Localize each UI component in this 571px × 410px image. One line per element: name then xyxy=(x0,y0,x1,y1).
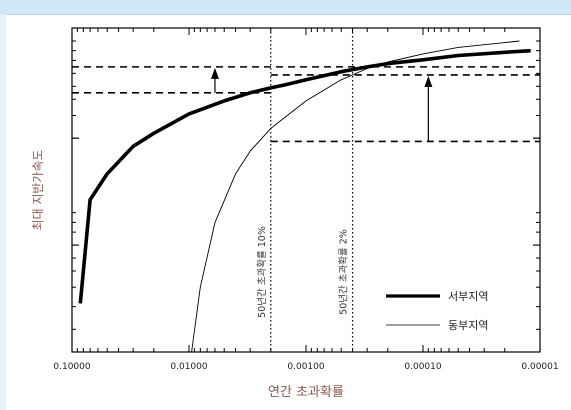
exceedance-line-label: 50년간 초과확률 10% xyxy=(256,226,268,318)
west-region-curve xyxy=(78,48,531,304)
x-tick-label: 0.00001 xyxy=(521,362,558,372)
left-border-strip xyxy=(0,14,6,410)
x-tick-label: 0.00010 xyxy=(404,362,441,372)
x-tick-label: 0.00100 xyxy=(287,362,324,372)
y-axis-ticks xyxy=(72,40,540,330)
exceedance-reference-lines: 50년간 초과확률 10% 50년간 초과확률 2% xyxy=(256,28,354,352)
window-title-bar xyxy=(0,0,571,15)
plot-frame xyxy=(71,27,541,353)
hazard-curves xyxy=(78,40,531,353)
exceedance-line-label: 50년간 초과확률 2% xyxy=(338,229,350,315)
increase-arrows xyxy=(210,67,433,142)
arrow-head xyxy=(210,67,219,79)
legend-label-east: 동부지역 xyxy=(448,319,488,332)
legend-label-west: 서부지역 xyxy=(448,290,488,303)
x-axis-ticks xyxy=(71,28,541,352)
x-tick-label: 0.01000 xyxy=(170,362,207,372)
east-region-curve xyxy=(191,40,520,353)
arrow-head xyxy=(424,75,433,87)
pga-reference-lines xyxy=(72,66,540,143)
legend: 서부지역 동부지역 xyxy=(386,290,488,332)
x-axis-label: 연간 초과확률 xyxy=(268,385,344,400)
x-tick-labels: 0.10000 0.01000 0.00100 0.00010 0.00001 xyxy=(53,362,558,372)
y-axis-label: 최대 지반가속도 xyxy=(31,149,45,230)
x-tick-label: 0.10000 xyxy=(53,362,90,372)
